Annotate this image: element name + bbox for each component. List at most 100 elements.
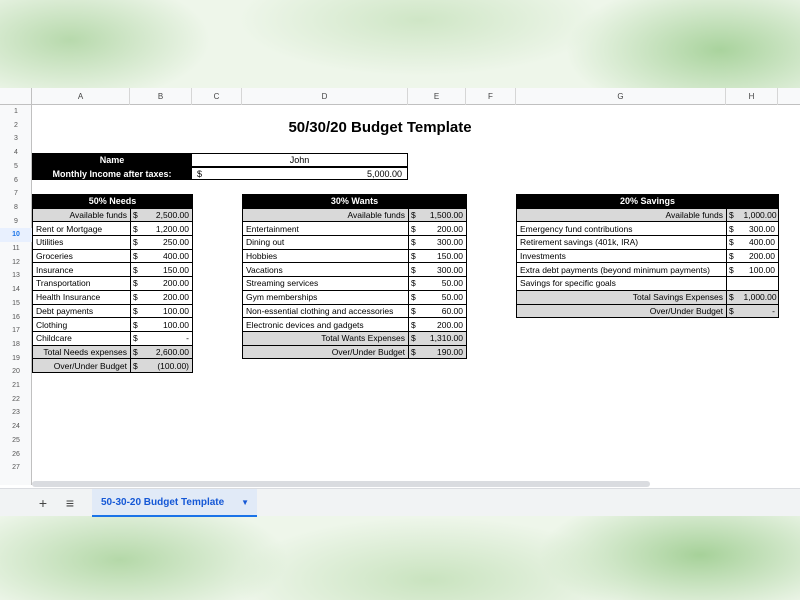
item-value[interactable]: 400.00 (740, 235, 780, 250)
currency-cell[interactable]: $ (130, 317, 145, 332)
item-label[interactable]: Insurance (32, 262, 131, 278)
currency-cell[interactable]: $ (130, 358, 145, 373)
item-label[interactable]: Health Insurance (32, 289, 131, 305)
row-header[interactable]: 23 (12, 409, 20, 417)
currency-cell[interactable]: $ (408, 276, 423, 291)
row-header[interactable]: 20 (12, 368, 20, 376)
needs-header[interactable]: 50% Needs (31, 194, 194, 209)
item-label[interactable]: Utilities (32, 235, 131, 250)
available-funds-label[interactable]: Available funds (32, 207, 131, 223)
over-under-label[interactable]: Over/Under Budget (242, 344, 409, 360)
currency-cell[interactable]: $ (726, 248, 741, 264)
row-header[interactable]: 1 (14, 108, 18, 115)
item-value[interactable]: - (144, 330, 194, 346)
row-header[interactable]: 4 (14, 149, 18, 157)
over-under-value[interactable]: - (740, 303, 780, 319)
row-header[interactable]: 27 (12, 464, 20, 472)
total-label[interactable]: Total Wants Expenses (242, 330, 409, 346)
available-funds-value[interactable]: 1,500.00 (422, 207, 467, 223)
item-label[interactable]: Investments (516, 248, 727, 264)
row-header[interactable]: 18 (12, 340, 20, 348)
item-label[interactable]: Dining out (242, 235, 409, 250)
item-label[interactable]: Debt payments (32, 303, 131, 319)
row-header[interactable]: 6 (14, 176, 18, 184)
item-label[interactable]: Transportation (32, 276, 131, 291)
currency-cell[interactable]: $ (408, 235, 423, 250)
currency-cell[interactable]: $ (130, 262, 145, 278)
column-header-f[interactable]: F (466, 88, 516, 105)
item-value[interactable]: 1,200.00 (144, 221, 194, 237)
all-sheets-list-icon[interactable]: ≡ (65, 495, 75, 511)
item-value[interactable]: 100.00 (740, 262, 780, 278)
currency-cell[interactable]: $ (130, 207, 145, 223)
currency-cell[interactable]: $ (408, 221, 423, 237)
item-label[interactable]: Vacations (242, 262, 409, 278)
currency-cell[interactable]: $ (726, 235, 741, 250)
over-under-label[interactable]: Over/Under Budget (516, 303, 727, 319)
item-label[interactable]: Clothing (32, 317, 131, 332)
currency-cell[interactable]: $ (408, 317, 423, 332)
column-header-d[interactable]: D (242, 88, 408, 105)
total-value[interactable]: 2,600.00 (144, 344, 194, 360)
currency-cell[interactable]: $ (726, 221, 741, 237)
item-value[interactable]: 60.00 (422, 303, 467, 319)
row-header[interactable]: 15 (12, 299, 20, 307)
item-label[interactable]: Emergency fund contributions (516, 221, 727, 237)
row-header[interactable]: 5 (14, 162, 18, 170)
wants-header[interactable]: 30% Wants (242, 194, 467, 209)
income-value-cell[interactable]: $ 5,000.00 (191, 166, 408, 181)
item-value[interactable]: 300.00 (422, 235, 467, 250)
currency-cell[interactable]: $ (408, 207, 423, 223)
row-header[interactable]: 25 (12, 436, 20, 444)
currency-cell[interactable]: $ (726, 303, 741, 319)
savings-header[interactable]: 20% Savings (515, 194, 780, 209)
row-header[interactable]: 22 (12, 395, 20, 403)
row-header[interactable]: 9 (14, 217, 18, 225)
spreadsheet-grid[interactable]: A B C D E F G H 1 2 3 4 5 6 7 8 9 10 11 12 13 14 15 16 1… (0, 88, 800, 516)
item-value[interactable]: 200.00 (144, 276, 194, 291)
item-value[interactable] (740, 276, 780, 291)
available-funds-label[interactable]: Available funds (242, 207, 409, 223)
over-under-value[interactable]: (100.00) (144, 358, 194, 373)
row-header[interactable]: 2 (14, 121, 18, 129)
sheet-tab-active[interactable]: 50-30-20 Budget Template ▼ (92, 489, 257, 517)
available-funds-value[interactable]: 1,000.00 (740, 207, 780, 223)
total-value[interactable]: 1,000.00 (740, 289, 780, 305)
column-header-c[interactable]: C (192, 88, 242, 105)
item-label[interactable]: Streaming services (242, 276, 409, 291)
currency-cell[interactable]: $ (130, 276, 145, 291)
currency-cell[interactable]: $ (130, 303, 145, 319)
row-header[interactable]: 17 (12, 327, 20, 335)
item-value[interactable]: 400.00 (144, 248, 194, 264)
row-header[interactable]: 12 (12, 258, 20, 266)
item-value[interactable]: 100.00 (144, 303, 194, 319)
currency-cell[interactable]: $ (130, 344, 145, 360)
item-value[interactable]: 300.00 (422, 262, 467, 278)
available-funds-value[interactable]: 2,500.00 (144, 207, 194, 223)
horizontal-scrollbar[interactable] (32, 481, 650, 487)
row-header[interactable]: 14 (12, 286, 20, 294)
currency-cell[interactable]: $ (726, 289, 741, 305)
currency-cell[interactable]: $ (408, 262, 423, 278)
column-header-h[interactable]: H (726, 88, 778, 105)
row-header[interactable]: 11 (12, 245, 20, 252)
item-value[interactable]: 200.00 (422, 317, 467, 332)
row-header[interactable]: 8 (14, 203, 18, 211)
item-label[interactable]: Rent or Mortgage (32, 221, 131, 237)
over-under-value[interactable]: 190.00 (422, 344, 467, 360)
item-label[interactable]: Entertainment (242, 221, 409, 237)
currency-cell[interactable]: $ (726, 262, 741, 278)
currency-cell[interactable]: $ (408, 303, 423, 319)
currency-cell[interactable]: $ (408, 330, 423, 346)
item-value[interactable]: 200.00 (740, 248, 780, 264)
row-header[interactable]: 19 (12, 354, 20, 362)
currency-cell[interactable]: $ (130, 221, 145, 237)
item-value[interactable]: 200.00 (422, 221, 467, 237)
currency-cell[interactable]: $ (130, 235, 145, 250)
item-value[interactable]: 100.00 (144, 317, 194, 332)
row-header[interactable]: 21 (12, 382, 20, 389)
item-label[interactable]: Childcare (32, 330, 131, 346)
row-header[interactable]: 24 (12, 423, 20, 431)
item-value[interactable]: 150.00 (144, 262, 194, 278)
column-header-g[interactable]: G (516, 88, 726, 105)
